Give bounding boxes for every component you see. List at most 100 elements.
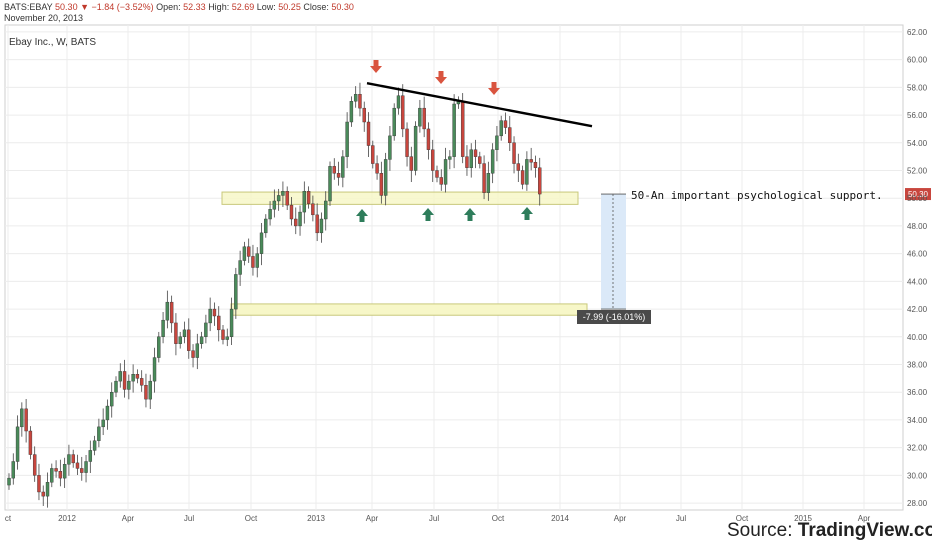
y-tick-label: 42.00: [907, 305, 928, 314]
y-axis: 28.00 30.00 32.00 34.00 36.00 38.00 40.00 42.00…: [907, 28, 928, 508]
x-tick-label: 2014: [551, 514, 569, 523]
candle-body: [15, 426, 20, 462]
candle-body: [413, 125, 418, 171]
candle-body: [448, 156, 452, 160]
candle-body: [529, 159, 533, 163]
candle-body: [439, 177, 443, 185]
candle-body: [105, 405, 110, 421]
candle: [191, 344, 195, 368]
candle: [37, 463, 41, 501]
candle-body: [75, 462, 80, 469]
candle: [62, 457, 67, 488]
candle-body: [195, 343, 200, 358]
candle-body: [302, 191, 307, 213]
x-tick-label: Oct: [245, 514, 258, 523]
candle: [54, 460, 58, 478]
candle: [473, 139, 478, 169]
candle-body: [311, 203, 315, 216]
candle: [67, 444, 71, 476]
candle-body: [328, 166, 332, 202]
candle-body: [379, 173, 384, 196]
candle-body: [366, 121, 371, 146]
y-tick-label: 50.00: [907, 194, 928, 203]
last-price-tag: [905, 188, 931, 201]
candle: [520, 165, 525, 190]
candle: [71, 449, 75, 468]
x-tick-label: 2012: [58, 514, 76, 523]
x-axis: ct 2012 Apr Jul Oct 2013 Apr Jul Oct 2014 Apr Jul Oc…: [5, 514, 871, 523]
candle-body: [118, 371, 122, 382]
support-zone[interactable]: [221, 191, 579, 205]
candle-body: [208, 308, 212, 324]
resistance-trendline[interactable]: [366, 82, 593, 128]
candle-body: [178, 336, 182, 344]
candle: [508, 116, 512, 151]
candle-body: [110, 392, 114, 407]
candle-body: [242, 246, 247, 261]
y-tick-label: 52.00: [907, 167, 928, 176]
candle: [264, 214, 268, 238]
candle: [392, 103, 396, 141]
candle: [229, 297, 234, 345]
candle-body: [54, 468, 58, 472]
candle: [169, 295, 174, 333]
red-down-arrow-icon: [488, 82, 500, 95]
symbol: BATS:EBAY: [4, 2, 53, 12]
candle-body: [401, 95, 405, 130]
candle-body: [152, 357, 157, 382]
candle: [118, 363, 122, 388]
x-tick-label: ct: [5, 514, 12, 523]
candle: [422, 96, 426, 138]
candle: [413, 121, 418, 176]
candle: [512, 136, 516, 174]
candle-body: [199, 336, 204, 344]
candle-body: [512, 142, 516, 164]
candle-body: [225, 336, 229, 340]
candle-body: [84, 461, 88, 473]
candle-body: [473, 149, 478, 157]
chart-title: Ebay Inc., W, BATS: [9, 37, 96, 48]
candle-body: [294, 218, 298, 227]
candle-body: [127, 380, 131, 390]
candle: [306, 186, 311, 209]
green-up-arrow-icon: [422, 208, 434, 221]
measure-label: -7.99 (-16.01%): [583, 312, 646, 322]
candle-body: [289, 204, 294, 220]
last-price-label: 50.30: [908, 190, 929, 199]
candle: [165, 290, 170, 329]
candle-body: [516, 163, 521, 171]
candle: [405, 122, 409, 167]
candle-body: [336, 173, 341, 178]
candle-body: [478, 156, 482, 164]
candle: [358, 82, 362, 117]
candle: [409, 146, 414, 183]
candle: [452, 94, 456, 169]
candle-body: [298, 211, 302, 227]
candle: [276, 188, 281, 211]
target-zone[interactable]: [230, 303, 588, 316]
candle: [268, 201, 272, 226]
header-date: November 20, 2013: [4, 13, 84, 23]
candle-body: [88, 450, 93, 462]
open-value: 52.33: [183, 2, 206, 12]
candle: [15, 415, 20, 470]
candle: [114, 376, 118, 398]
candle: [41, 485, 45, 506]
candle-body: [495, 135, 499, 150]
red-down-arrow-icon: [435, 71, 447, 84]
y-tick-label: 32.00: [907, 444, 928, 453]
y-tick-label: 56.00: [907, 111, 928, 120]
candle-body: [332, 166, 336, 174]
candle-body: [482, 163, 486, 193]
candle: [285, 186, 289, 210]
candle: [92, 435, 97, 456]
measure-box[interactable]: [601, 194, 626, 310]
candle-body: [490, 149, 495, 174]
candle-body: [174, 322, 178, 344]
y-tick-label: 48.00: [907, 222, 928, 231]
candle: [101, 408, 105, 436]
candle: [379, 161, 384, 204]
x-tick-label: Jul: [184, 514, 194, 523]
candle-body: [37, 475, 41, 493]
